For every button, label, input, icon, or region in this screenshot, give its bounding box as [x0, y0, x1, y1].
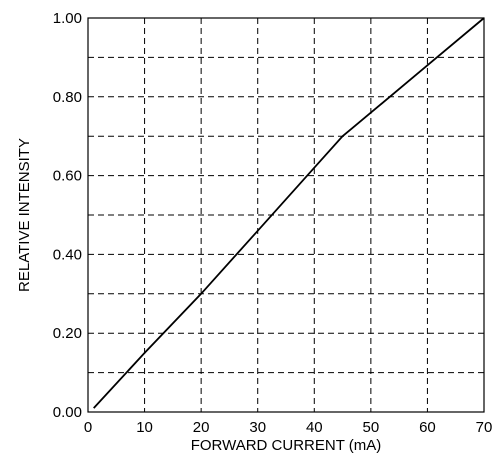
series-group [93, 17, 485, 409]
y-axis-ticks: 0.00 0.20 0.40 0.60 0.80 1.00 [53, 10, 82, 421]
x-axis-ticks: 0 10 20 30 40 50 60 70 [84, 419, 493, 436]
x-tick-label: 20 [193, 419, 210, 436]
y-tick-label: 0.00 [53, 404, 82, 421]
x-tick-label: 60 [419, 419, 436, 436]
x-axis-title: FORWARD CURRENT (mA) [191, 437, 382, 454]
x-tick-label: 30 [249, 419, 266, 436]
x-tick-label: 40 [306, 419, 323, 436]
series-line [93, 17, 485, 409]
x-tick-label: 0 [84, 419, 92, 436]
y-tick-label: 1.00 [53, 10, 82, 27]
y-axis-title: RELATIVE INTENSITY [16, 138, 33, 292]
y-tick-label: 0.80 [53, 89, 82, 106]
y-tick-label: 0.40 [53, 246, 82, 263]
x-tick-label: 10 [136, 419, 153, 436]
grid [88, 18, 484, 412]
plot-frame [87, 17, 485, 413]
y-tick-label: 0.60 [53, 168, 82, 185]
y-tick-label: 0.20 [53, 325, 82, 342]
x-tick-label: 70 [476, 419, 493, 436]
x-tick-label: 50 [363, 419, 380, 436]
